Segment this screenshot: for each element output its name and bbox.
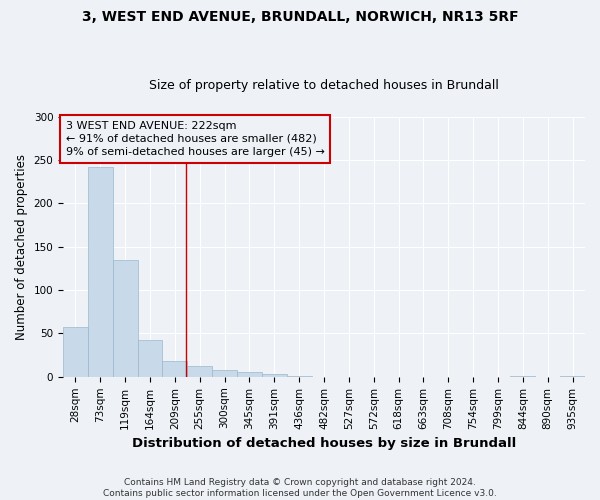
Bar — [137, 340, 163, 377]
Bar — [560, 376, 585, 377]
Bar — [287, 376, 311, 377]
Bar — [163, 361, 187, 377]
Bar — [63, 328, 88, 377]
Bar — [187, 366, 212, 377]
Bar — [262, 374, 287, 377]
X-axis label: Distribution of detached houses by size in Brundall: Distribution of detached houses by size … — [132, 437, 516, 450]
Bar — [237, 372, 262, 377]
Bar — [88, 167, 113, 377]
Text: 3 WEST END AVENUE: 222sqm
← 91% of detached houses are smaller (482)
9% of semi-: 3 WEST END AVENUE: 222sqm ← 91% of detac… — [65, 120, 325, 157]
Bar — [212, 370, 237, 377]
Text: 3, WEST END AVENUE, BRUNDALL, NORWICH, NR13 5RF: 3, WEST END AVENUE, BRUNDALL, NORWICH, N… — [82, 10, 518, 24]
Bar — [113, 260, 137, 377]
Text: Contains HM Land Registry data © Crown copyright and database right 2024.
Contai: Contains HM Land Registry data © Crown c… — [103, 478, 497, 498]
Y-axis label: Number of detached properties: Number of detached properties — [15, 154, 28, 340]
Title: Size of property relative to detached houses in Brundall: Size of property relative to detached ho… — [149, 79, 499, 92]
Bar — [511, 376, 535, 377]
